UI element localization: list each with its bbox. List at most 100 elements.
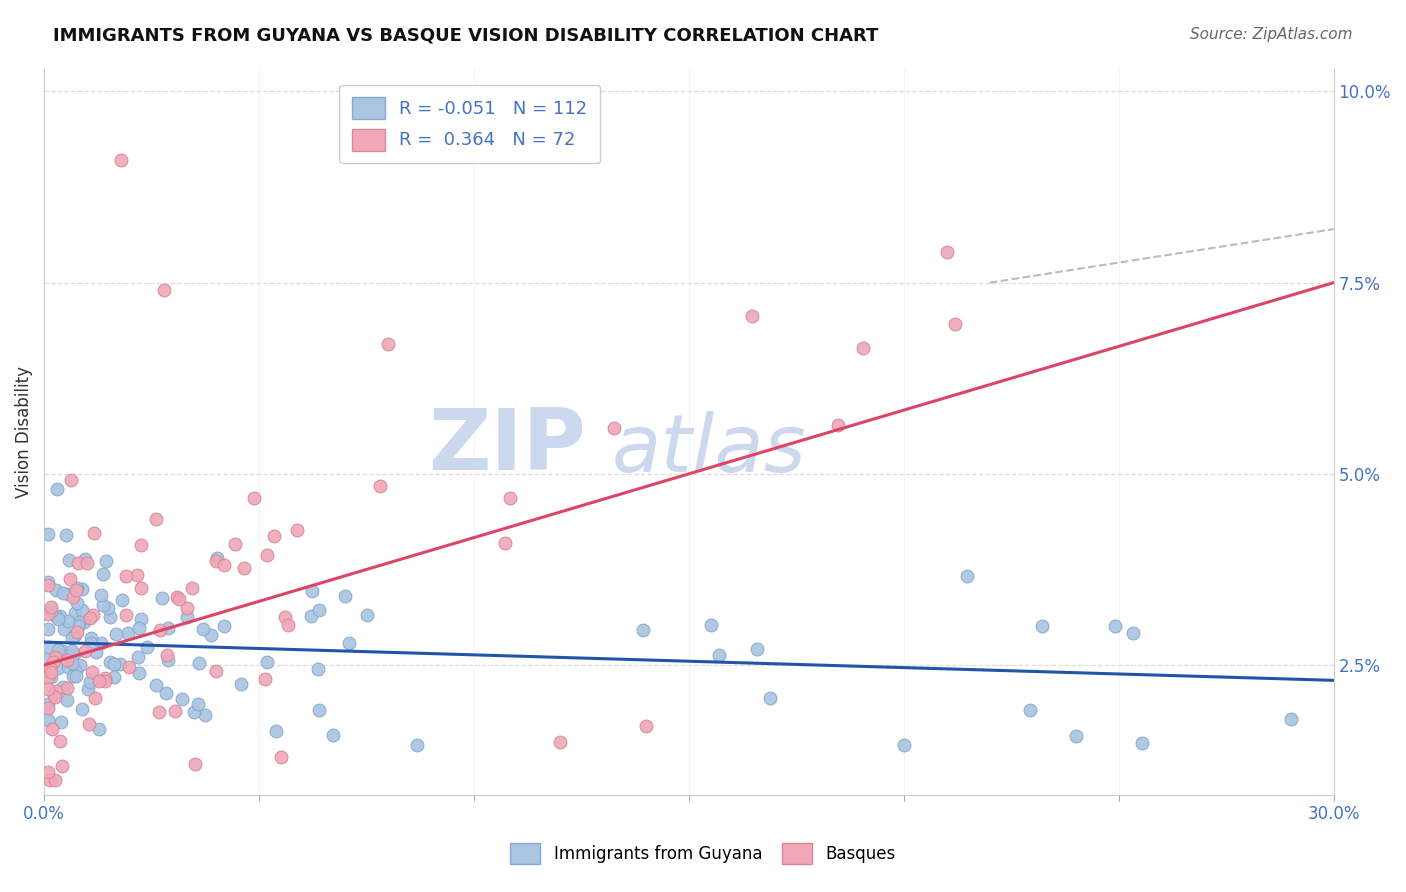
Point xyxy=(699,618,721,632)
Point xyxy=(87,673,110,688)
Point xyxy=(145,678,167,692)
Point xyxy=(66,596,89,610)
Point xyxy=(103,671,125,685)
Point xyxy=(83,526,105,541)
Point xyxy=(827,417,849,432)
Point xyxy=(72,702,94,716)
Point xyxy=(46,612,69,626)
Point xyxy=(63,647,86,661)
Point xyxy=(548,734,571,748)
Point xyxy=(741,310,763,324)
Point xyxy=(277,618,299,632)
Point xyxy=(58,552,80,566)
Point xyxy=(156,648,179,662)
Point xyxy=(117,626,139,640)
Point xyxy=(274,610,297,624)
Point xyxy=(72,582,94,596)
Point xyxy=(128,665,150,680)
Point xyxy=(93,671,115,685)
Point xyxy=(56,681,79,695)
Point xyxy=(335,589,357,603)
Point xyxy=(301,584,323,599)
Point xyxy=(59,473,82,487)
Y-axis label: Vision Disability: Vision Disability xyxy=(15,366,32,498)
Point xyxy=(49,608,72,623)
Point xyxy=(83,691,105,706)
Point xyxy=(66,625,89,640)
Point xyxy=(150,591,173,605)
Point xyxy=(45,608,67,623)
Point xyxy=(129,581,152,595)
Point xyxy=(1064,729,1087,743)
Point xyxy=(181,581,204,595)
Point xyxy=(1018,703,1040,717)
Point xyxy=(118,659,141,673)
Point xyxy=(80,665,103,680)
Point xyxy=(91,567,114,582)
Point xyxy=(39,772,62,787)
Legend: R = -0.051   N = 112, R =  0.364   N = 72: R = -0.051 N = 112, R = 0.364 N = 72 xyxy=(339,85,600,163)
Point xyxy=(79,611,101,625)
Point xyxy=(69,614,91,628)
Point xyxy=(1279,712,1302,726)
Point xyxy=(98,610,121,624)
Point xyxy=(38,640,60,654)
Point xyxy=(156,653,179,667)
Point xyxy=(97,600,120,615)
Point xyxy=(73,644,96,658)
Point xyxy=(66,618,89,632)
Point xyxy=(1031,619,1053,633)
Point xyxy=(307,662,329,676)
Point xyxy=(204,664,226,678)
Point xyxy=(52,681,75,695)
Point xyxy=(943,318,966,332)
Point xyxy=(183,757,205,772)
Point xyxy=(108,657,131,672)
Point xyxy=(60,631,83,645)
Point xyxy=(308,603,330,617)
Point xyxy=(46,482,69,496)
Point xyxy=(37,700,59,714)
Point xyxy=(77,681,100,696)
Point xyxy=(66,581,89,595)
Point xyxy=(82,608,104,623)
Point xyxy=(44,688,66,702)
Point xyxy=(264,723,287,738)
Point xyxy=(263,529,285,543)
Point xyxy=(128,621,150,635)
Point xyxy=(65,669,87,683)
Point xyxy=(129,538,152,552)
Point xyxy=(136,640,159,655)
Point xyxy=(256,655,278,669)
Point xyxy=(84,645,107,659)
Point xyxy=(205,551,228,566)
Point xyxy=(37,670,59,684)
Point xyxy=(194,707,217,722)
Point xyxy=(45,684,67,698)
Point xyxy=(56,659,79,673)
Point xyxy=(125,567,148,582)
Point xyxy=(935,245,957,260)
Point xyxy=(66,556,89,570)
Point xyxy=(49,715,72,730)
Point xyxy=(93,598,115,612)
Text: Source: ZipAtlas.com: Source: ZipAtlas.com xyxy=(1189,27,1353,42)
Point xyxy=(37,682,59,697)
Point xyxy=(104,627,127,641)
Point xyxy=(270,749,292,764)
Point xyxy=(131,612,153,626)
Point xyxy=(44,690,66,704)
Point xyxy=(498,491,520,505)
Point xyxy=(233,561,256,575)
Point xyxy=(187,697,209,711)
Point xyxy=(76,556,98,570)
Point xyxy=(243,491,266,505)
Point xyxy=(114,569,136,583)
Point xyxy=(1121,626,1143,640)
Point xyxy=(110,153,132,168)
Point xyxy=(89,722,111,736)
Point xyxy=(153,283,176,297)
Point xyxy=(39,665,62,679)
Point xyxy=(73,615,96,629)
Point xyxy=(72,602,94,616)
